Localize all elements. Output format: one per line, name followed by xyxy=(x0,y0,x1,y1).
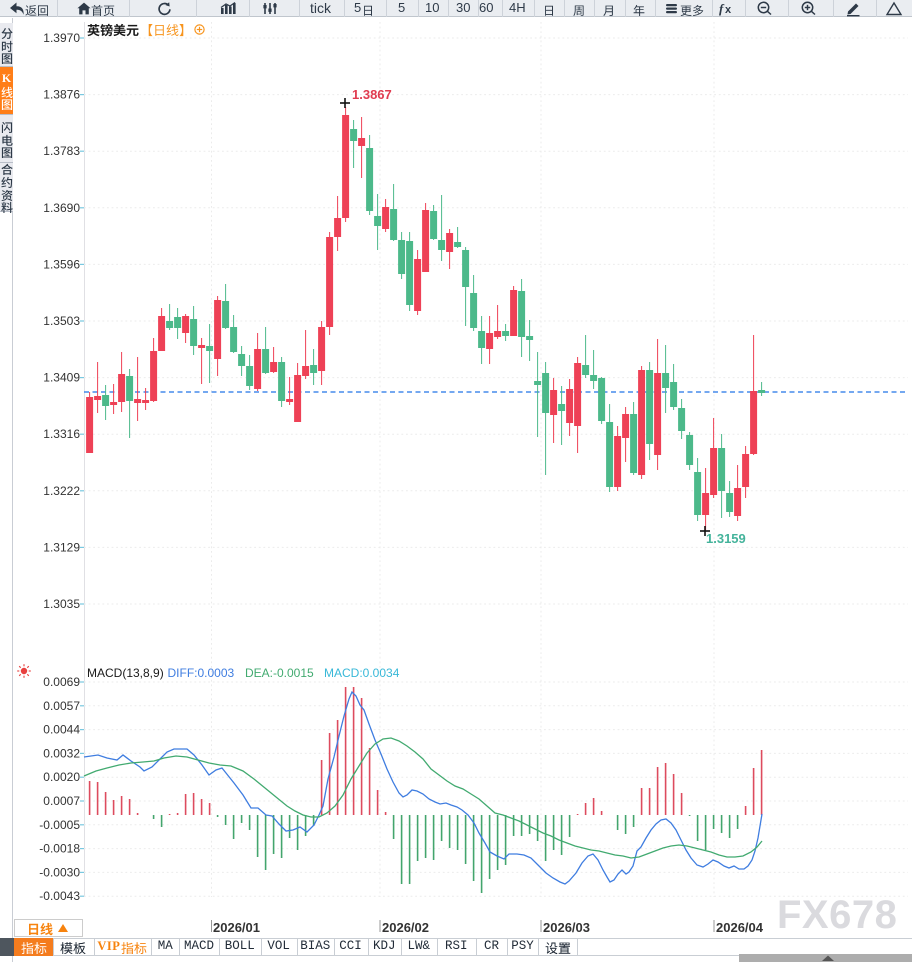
svg-text:1.3596: 1.3596 xyxy=(43,257,80,271)
svg-text:0.0057: 0.0057 xyxy=(43,699,80,713)
svg-text:1.3503: 1.3503 xyxy=(43,314,80,328)
svg-text:2026/02: 2026/02 xyxy=(382,920,429,935)
svg-text:1.3129: 1.3129 xyxy=(43,540,80,554)
svg-text:1.3222: 1.3222 xyxy=(43,484,80,498)
svg-text:1.3783: 1.3783 xyxy=(43,144,80,158)
svg-text:1.3409: 1.3409 xyxy=(43,371,80,385)
svg-text:1.3316: 1.3316 xyxy=(43,427,80,441)
svg-text:FX678: FX678 xyxy=(777,893,897,937)
svg-text:x: x xyxy=(725,4,732,16)
svg-text:1.3970: 1.3970 xyxy=(43,31,80,45)
svg-text:1.3035: 1.3035 xyxy=(43,597,80,611)
svg-text:-0.0018: -0.0018 xyxy=(39,842,80,856)
svg-text:2026/01: 2026/01 xyxy=(213,920,260,935)
svg-text:0.0069: 0.0069 xyxy=(43,675,80,689)
svg-text:0.0032: 0.0032 xyxy=(43,746,80,760)
svg-text:MACD:0.0034: MACD:0.0034 xyxy=(324,666,400,680)
svg-text:-0.0043: -0.0043 xyxy=(39,889,80,903)
svg-text:0.0020: 0.0020 xyxy=(43,770,80,784)
svg-text:1.3876: 1.3876 xyxy=(43,88,80,102)
svg-text:f: f xyxy=(719,1,725,16)
svg-text:DEA:-0.0015: DEA:-0.0015 xyxy=(245,666,314,680)
svg-text:1.3867: 1.3867 xyxy=(352,87,392,102)
svg-text:2026/04: 2026/04 xyxy=(716,920,764,935)
svg-text:DIFF:0.0003: DIFF:0.0003 xyxy=(168,666,235,680)
svg-text:1.3690: 1.3690 xyxy=(43,201,80,215)
svg-text:-0.0030: -0.0030 xyxy=(39,865,80,879)
svg-text:MACD(13,8,9): MACD(13,8,9) xyxy=(87,666,164,680)
svg-text:-0.0005: -0.0005 xyxy=(39,818,80,832)
svg-text:1.3159: 1.3159 xyxy=(706,531,746,546)
svg-text:0.0044: 0.0044 xyxy=(43,723,80,737)
svg-text:0.0007: 0.0007 xyxy=(43,794,80,808)
svg-text:2026/03: 2026/03 xyxy=(543,920,590,935)
